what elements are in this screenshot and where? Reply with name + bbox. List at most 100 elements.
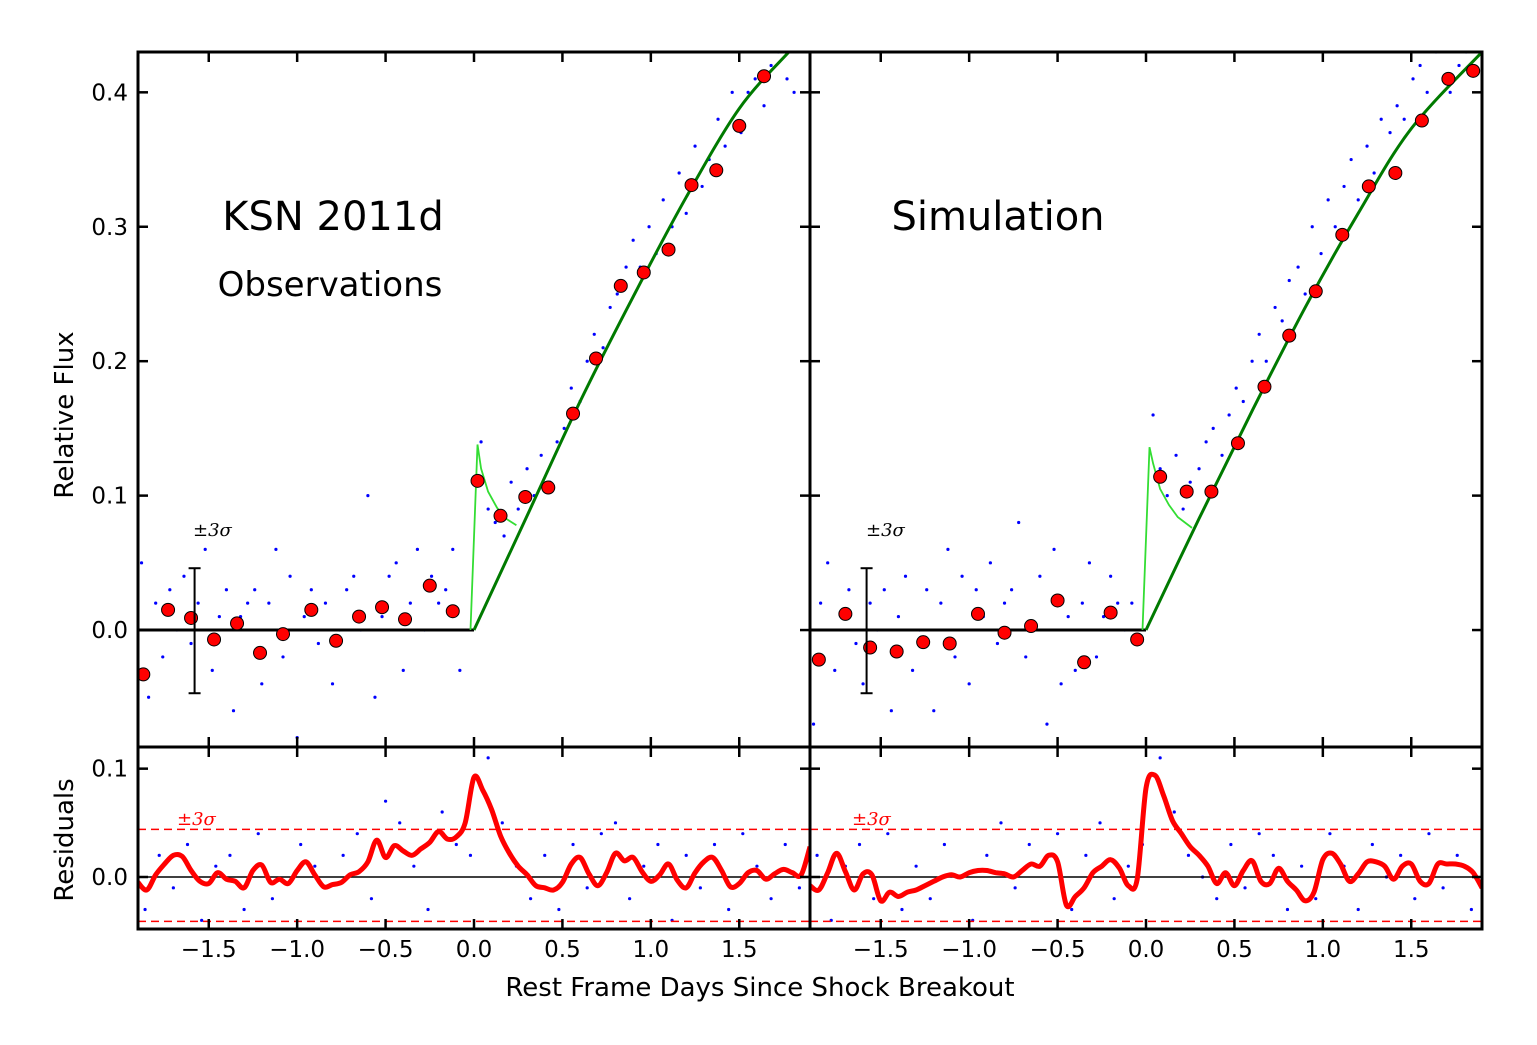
binned-point [1441, 71, 1456, 86]
scatter-point [429, 574, 434, 578]
residual-curve [138, 773, 810, 893]
scatter-point [1250, 359, 1254, 363]
binned-point [1308, 284, 1323, 299]
scatter-point [1158, 467, 1162, 471]
scatter-point [426, 907, 430, 912]
scatter-point [1264, 359, 1268, 363]
binned-point [1050, 593, 1065, 608]
scatter-point [352, 574, 356, 578]
scatter-point [1273, 305, 1277, 310]
scatter-point [1441, 886, 1445, 890]
y-axis-label-flux: Relative Flux [50, 331, 80, 498]
binned-point [470, 473, 485, 488]
scatter-point [988, 561, 992, 565]
scatter-point [693, 144, 697, 148]
scatter-point [185, 842, 190, 847]
scatter-point [1109, 574, 1113, 578]
x-tick-label: −1.0 [941, 937, 997, 963]
binned-point [518, 489, 533, 504]
scatter-point [316, 641, 320, 646]
scatter-point [847, 588, 851, 592]
y-tick-label: 0.3 [91, 215, 128, 241]
scatter-point [412, 864, 416, 868]
scatter-point [1271, 853, 1275, 857]
scatter-point [493, 520, 497, 525]
scatter-point [1084, 853, 1088, 857]
scatter-point [288, 574, 292, 578]
binned-point [684, 178, 699, 193]
shock-cooling-line [469, 444, 517, 631]
scatter-point [1229, 842, 1233, 847]
scatter-point [1002, 601, 1007, 605]
scatter-point [562, 426, 566, 431]
sigma-label-residuals-simulation: ±3σ [852, 809, 892, 830]
scatter-point [753, 77, 757, 81]
scatter-point [755, 864, 759, 868]
scatter-point [1314, 897, 1318, 901]
scatter-point [139, 561, 144, 565]
scatter-point [1172, 810, 1176, 814]
scatter-point [628, 897, 632, 901]
panel-residuals-observations [136, 735, 812, 931]
scatter-point [1333, 225, 1337, 229]
title-simulation: Simulation [891, 194, 1104, 240]
scatter-point [500, 821, 504, 825]
scatter-point [1094, 655, 1099, 659]
binned-point [613, 278, 628, 293]
scatter-point [1045, 722, 1049, 726]
scatter-point [1418, 63, 1422, 68]
scatter-point [1310, 225, 1314, 229]
x-tick-label: 0.0 [456, 937, 493, 963]
scatter-point [408, 601, 412, 605]
binned-point [329, 633, 344, 648]
scatter-point [224, 588, 229, 592]
scatter-point [571, 842, 575, 847]
scatter-point [1174, 453, 1178, 457]
binned-point [1414, 113, 1429, 128]
x-tick-label: 0.5 [544, 937, 581, 963]
scatter-point [624, 265, 628, 269]
scatter-point [1130, 601, 1134, 605]
scatter-point [458, 668, 462, 672]
scatter-point [1349, 157, 1353, 162]
scatter-point [1158, 756, 1162, 760]
scatter-point [516, 507, 520, 511]
binned-point [709, 163, 724, 178]
scatter-point [242, 907, 246, 912]
scatter-point [1188, 480, 1192, 484]
scatter-point [601, 346, 605, 350]
scatter-point [925, 588, 929, 592]
axes-frame [808, 745, 1484, 931]
binned-point [971, 606, 985, 621]
scatter-point [1017, 520, 1021, 525]
plot-area [138, 52, 796, 740]
error-bar-label-observations: ±3σ [193, 520, 233, 541]
residual-curve [810, 771, 1482, 910]
scatter-point [942, 842, 947, 847]
scatter-point [910, 668, 915, 672]
binned-point [1335, 227, 1350, 242]
scatter-point [1038, 574, 1042, 578]
scatter-point [1197, 467, 1201, 471]
scatter-point [727, 907, 731, 912]
scatter-point [1070, 907, 1074, 912]
binned-point [1153, 469, 1168, 484]
scatter-point [444, 588, 448, 592]
scatter-point [1370, 842, 1374, 847]
scatter-point [716, 117, 720, 121]
y-tick-label: 0.1 [91, 484, 128, 510]
x-tick-label: 0.5 [1216, 937, 1253, 963]
binned-point [398, 612, 413, 627]
scatter-point [783, 842, 787, 847]
scatter-point [1326, 198, 1330, 202]
scatter-point [479, 440, 483, 444]
scatter-point [1087, 561, 1092, 565]
scatter-point [569, 386, 573, 390]
scatter-point [985, 853, 989, 857]
x-tick-label: 0.0 [1128, 937, 1165, 963]
scatter-point [479, 735, 482, 738]
scatter-point [585, 359, 589, 363]
scatter-point [939, 601, 943, 605]
scatter-point [1066, 615, 1070, 619]
scatter-point [599, 832, 603, 836]
